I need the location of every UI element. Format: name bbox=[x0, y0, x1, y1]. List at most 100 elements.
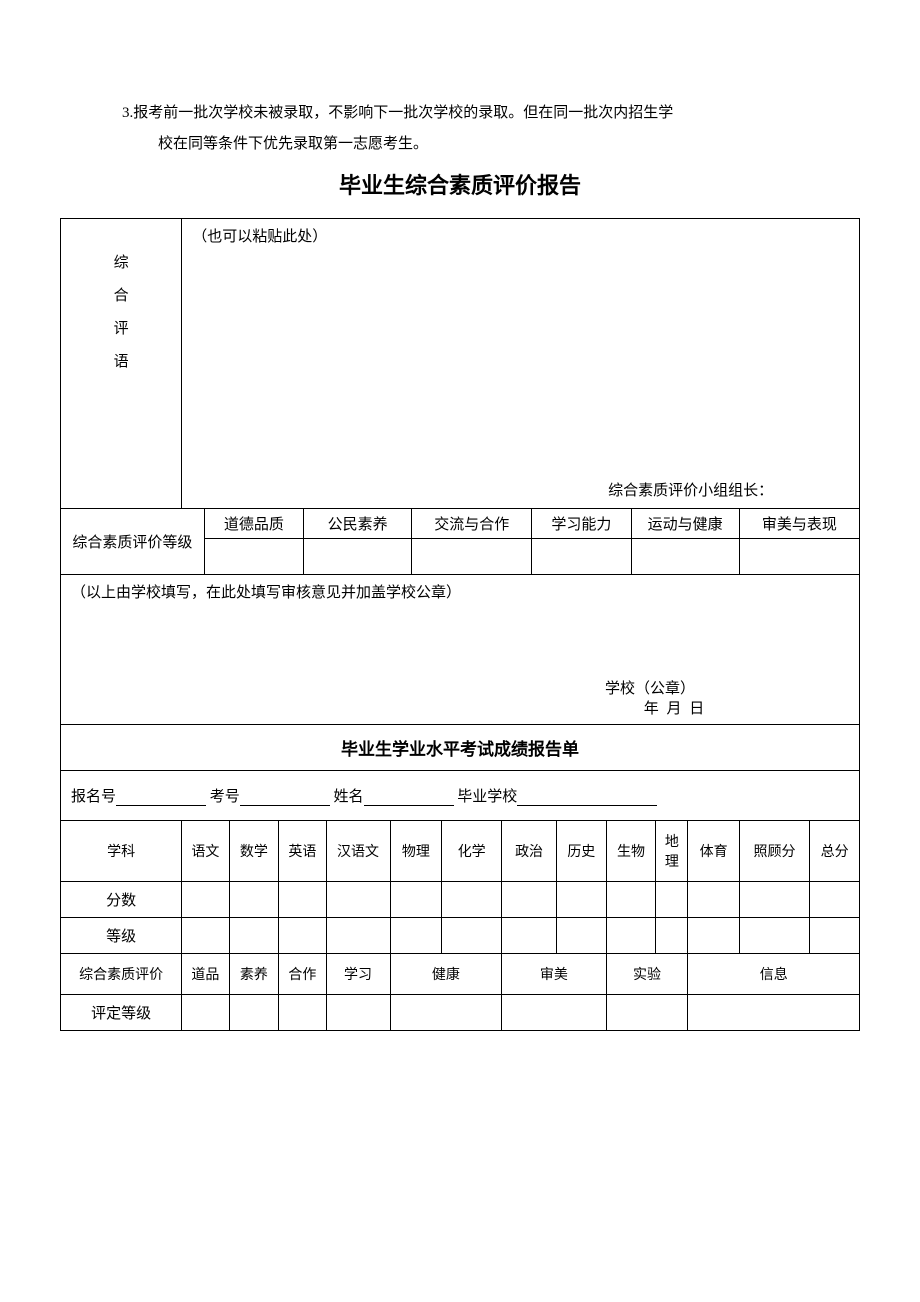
eval-7: 信息 bbox=[688, 954, 860, 995]
egrade-1 bbox=[229, 995, 279, 1031]
regno-underline bbox=[116, 790, 206, 806]
date-line: 年 月 日 bbox=[61, 697, 859, 718]
eval-1: 素养 bbox=[229, 954, 279, 995]
grade-value-3 bbox=[532, 539, 631, 575]
note-paragraph: 3.报考前一批次学校未被录取，不影响下一批次学校的录取。但在同一批次内招生学 校… bbox=[60, 100, 860, 158]
grade-value-1 bbox=[304, 539, 412, 575]
school-fill-row: （以上由学校填写，在此处填写审核意见并加盖学校公章） 学校（公章） 年 月 日 bbox=[61, 575, 860, 725]
score-3 bbox=[326, 882, 390, 918]
grade-header-5: 审美与表现 bbox=[739, 509, 859, 539]
grade-header-1: 公民素养 bbox=[304, 509, 412, 539]
subject-10: 体育 bbox=[688, 821, 739, 882]
score-8 bbox=[606, 882, 656, 918]
subject-grade-row: 等级 bbox=[61, 918, 860, 954]
egrade-2 bbox=[279, 995, 326, 1031]
eval-row-label: 综合素质评价 bbox=[61, 954, 182, 995]
score-6 bbox=[502, 882, 557, 918]
score-10 bbox=[688, 882, 739, 918]
subject-4: 物理 bbox=[390, 821, 442, 882]
group-leader-label: 综合素质评价小组组长： bbox=[182, 479, 859, 500]
grade-value-2 bbox=[412, 539, 532, 575]
subject-label: 学科 bbox=[61, 821, 182, 882]
score-9 bbox=[656, 882, 688, 918]
note-line-1: 3.报考前一批次学校未被录取，不影响下一批次学校的录取。但在同一批次内招生学 bbox=[60, 100, 860, 127]
subject-1: 数学 bbox=[229, 821, 279, 882]
egrade-7 bbox=[688, 995, 860, 1031]
subject-8: 生物 bbox=[606, 821, 656, 882]
sgrade-0 bbox=[182, 918, 229, 954]
eval-5: 审美 bbox=[502, 954, 607, 995]
grade-header-4: 运动与健康 bbox=[631, 509, 739, 539]
score-11 bbox=[739, 882, 809, 918]
paste-hint: （也可以粘贴此处） bbox=[192, 229, 327, 245]
eval-4: 健康 bbox=[390, 954, 502, 995]
score-1 bbox=[229, 882, 279, 918]
eval-header-row: 综合素质评价 道品 素养 合作 学习 健康 审美 实验 信息 bbox=[61, 954, 860, 995]
eval-grade-label: 评定等级 bbox=[61, 995, 182, 1031]
subject-12: 总分 bbox=[810, 821, 860, 882]
sgrade-3 bbox=[326, 918, 390, 954]
comment-row: 综 合 评 语 （也可以粘贴此处） 综合素质评价小组组长： bbox=[61, 219, 860, 509]
school-label: 毕业学校 bbox=[457, 789, 517, 805]
subject-grade-label: 等级 bbox=[61, 918, 182, 954]
note-line-2: 校在同等条件下优先录取第一志愿考生。 bbox=[60, 131, 860, 158]
name-label: 姓名 bbox=[334, 789, 364, 805]
sgrade-7 bbox=[556, 918, 606, 954]
subject-6: 政治 bbox=[502, 821, 557, 882]
egrade-3 bbox=[326, 995, 390, 1031]
sgrade-11 bbox=[739, 918, 809, 954]
score-12 bbox=[810, 882, 860, 918]
sgrade-10 bbox=[688, 918, 739, 954]
sgrade-9 bbox=[656, 918, 688, 954]
subject-3: 汉语文 bbox=[326, 821, 390, 882]
comment-vertical-label: 综 合 评 语 bbox=[61, 219, 182, 509]
subject-5: 化学 bbox=[442, 821, 502, 882]
examno-underline bbox=[240, 790, 330, 806]
sgrade-1 bbox=[229, 918, 279, 954]
sgrade-12 bbox=[810, 918, 860, 954]
score-4 bbox=[390, 882, 442, 918]
score-0 bbox=[182, 882, 229, 918]
eval-0: 道品 bbox=[182, 954, 229, 995]
note-prefix: 3. bbox=[122, 105, 133, 121]
note-text-1: 报考前一批次学校未被录取，不影响下一批次学校的录取。但在同一批次内招生学 bbox=[133, 105, 673, 121]
score-value-row: 分数 bbox=[61, 882, 860, 918]
sgrade-2 bbox=[279, 918, 326, 954]
eval-grade-row: 评定等级 bbox=[61, 995, 860, 1031]
grade-header-2: 交流与合作 bbox=[412, 509, 532, 539]
school-fill-cell: （以上由学校填写，在此处填写审核意见并加盖学校公章） 学校（公章） 年 月 日 bbox=[61, 575, 860, 725]
info-row: 报名号 考号 姓名 毕业学校 bbox=[61, 771, 860, 821]
score-2 bbox=[279, 882, 326, 918]
grade-header-0: 道德品质 bbox=[204, 509, 303, 539]
school-underline bbox=[517, 790, 657, 806]
main-title: 毕业生综合素质评价报告 bbox=[60, 168, 860, 200]
grade-row-label: 综合素质评价等级 bbox=[61, 509, 205, 575]
report-table: 综 合 评 语 （也可以粘贴此处） 综合素质评价小组组长： 综合素质评价等级 道… bbox=[60, 218, 860, 1031]
subject-2: 英语 bbox=[279, 821, 326, 882]
school-fill-hint: （以上由学校填写，在此处填写审核意见并加盖学校公章） bbox=[71, 585, 461, 601]
egrade-5 bbox=[502, 995, 607, 1031]
examno-label: 考号 bbox=[210, 789, 240, 805]
eval-6: 实验 bbox=[606, 954, 688, 995]
grade-value-4 bbox=[631, 539, 739, 575]
sub-title: 毕业生学业水平考试成绩报告单 bbox=[61, 725, 860, 771]
grade-value-0 bbox=[204, 539, 303, 575]
subject-7: 历史 bbox=[556, 821, 606, 882]
subject-header-row: 学科 语文 数学 英语 汉语文 物理 化学 政治 历史 生物 地理 体育 照顾分… bbox=[61, 821, 860, 882]
sgrade-4 bbox=[390, 918, 442, 954]
sgrade-8 bbox=[606, 918, 656, 954]
score-label: 分数 bbox=[61, 882, 182, 918]
subject-0: 语文 bbox=[182, 821, 229, 882]
egrade-0 bbox=[182, 995, 229, 1031]
score-7 bbox=[556, 882, 606, 918]
eval-2: 合作 bbox=[279, 954, 326, 995]
subject-11: 照顾分 bbox=[739, 821, 809, 882]
subject-9: 地理 bbox=[656, 821, 688, 882]
score-5 bbox=[442, 882, 502, 918]
egrade-6 bbox=[606, 995, 688, 1031]
school-seal-label: 学校（公章） bbox=[61, 677, 859, 698]
sgrade-5 bbox=[442, 918, 502, 954]
comment-cell: （也可以粘贴此处） 综合素质评价小组组长： bbox=[182, 219, 860, 509]
regno-label: 报名号 bbox=[71, 789, 116, 805]
sgrade-6 bbox=[502, 918, 557, 954]
